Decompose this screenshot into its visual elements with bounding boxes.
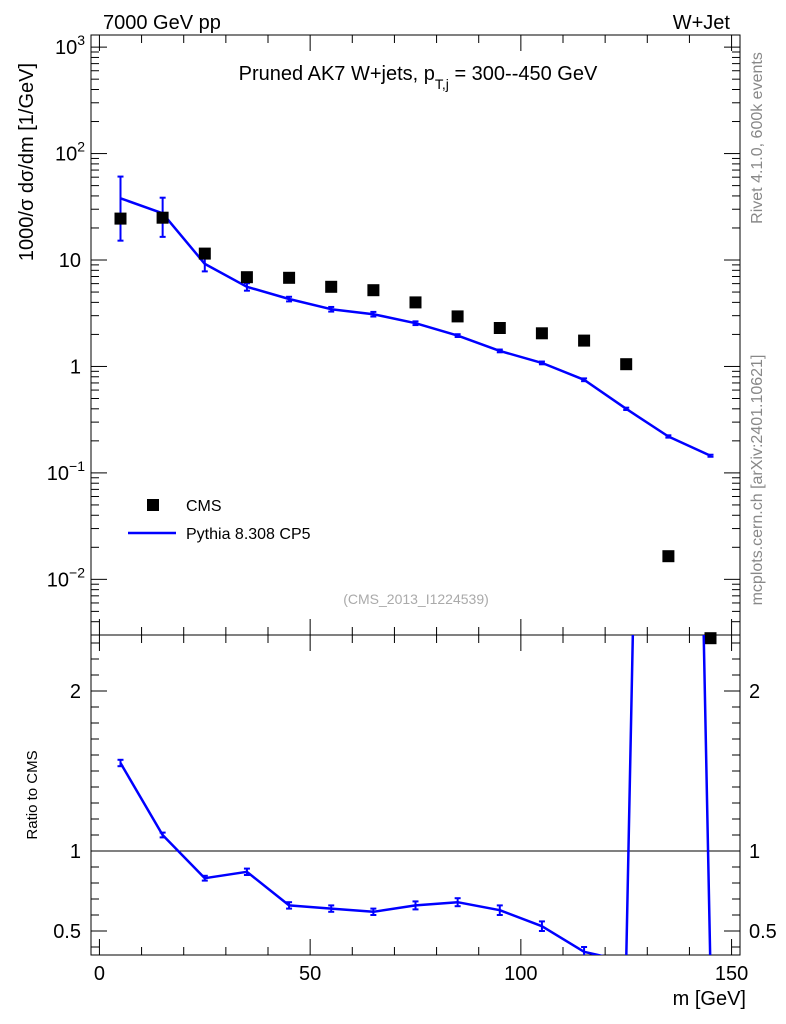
cms-data-point (198, 247, 211, 260)
ratio-series-clipped (117, 635, 712, 955)
ratio-plot-panel: 0.5 0.5 1 1 2 2 0 50 100 150 Ratio to CMS m [GeV… (24, 634, 777, 1010)
y-tick-label: 10−2 (47, 564, 85, 591)
x-tick-label: 0 (94, 963, 105, 985)
y-tick-label: 1 (70, 356, 81, 378)
cms-data-point (367, 284, 380, 297)
x-axis-title: m [GeV] (673, 988, 746, 1010)
x-tick-label: 100 (504, 963, 537, 985)
main-y-axis-title: 1000/σ dσ/dm [1/GeV] (16, 63, 38, 261)
x-tick-label: 150 (715, 963, 748, 985)
x-tick-label: 50 (299, 963, 321, 985)
cms-data-point (325, 280, 338, 293)
ratio-y-tick-label: 1 (70, 841, 81, 863)
ratio-series-layer (117, 635, 712, 955)
cms-data-point (156, 211, 169, 224)
cms-data-point (704, 632, 717, 645)
y-tick-label: 10 (59, 250, 81, 272)
legend-pythia-label: Pythia 8.308 CP5 (186, 526, 311, 543)
cms-data-point (493, 322, 506, 334)
mcplots-url-label: mcplots.cern.ch [arXiv:2401.10621] (749, 355, 766, 606)
process-label: W+Jet (673, 12, 731, 34)
ratio-plot-frame (90, 634, 741, 956)
ratio-x-axis: 0 50 100 150 (94, 635, 748, 985)
y-tick-label: 10−1 (47, 458, 85, 485)
legend: CMS Pythia 8.308 CP5 (128, 498, 311, 543)
ratio-y-axis: 0.5 0.5 1 1 2 2 (53, 642, 777, 948)
y-tick-label: 102 (55, 139, 85, 166)
ratio-line (119, 635, 712, 955)
ratio-y-axis-title: Ratio to CMS (24, 750, 41, 839)
ratio-y-tick-label: 2 (70, 681, 81, 703)
plot-title: Pruned AK7 W+jets, pT,j = 300--450 GeV (239, 63, 598, 92)
main-series-layer (114, 175, 717, 645)
ratio-y-tick-label-right: 1 (749, 841, 760, 863)
cms-data-point (620, 358, 633, 371)
legend-cms-marker (147, 499, 159, 511)
ratio-y-tick-label-right: 0.5 (749, 921, 777, 943)
ratio-y-tick-label-right: 2 (749, 681, 760, 703)
cms-data-point (409, 296, 422, 309)
pythia-line (120, 197, 712, 457)
legend-cms-label: CMS (186, 498, 222, 515)
ratio-y-tick-label: 0.5 (53, 921, 81, 943)
energy-label: 7000 GeV pp (103, 12, 221, 34)
analysis-tag: (CMS_2013_I1224539) (343, 591, 489, 607)
main-x-ticks (98, 35, 733, 635)
cms-data-point (114, 212, 127, 225)
rivet-version-label: Rivet 4.1.0, 600k events (749, 52, 766, 224)
cms-data-point (535, 327, 548, 340)
cms-data-point (451, 310, 464, 323)
main-plot-frame (90, 34, 741, 636)
y-tick-label: 103 (55, 32, 85, 59)
cms-data-point (283, 271, 296, 284)
cms-data-point (662, 550, 675, 563)
cms-data-point (240, 271, 253, 284)
cms-data-point (578, 334, 591, 347)
